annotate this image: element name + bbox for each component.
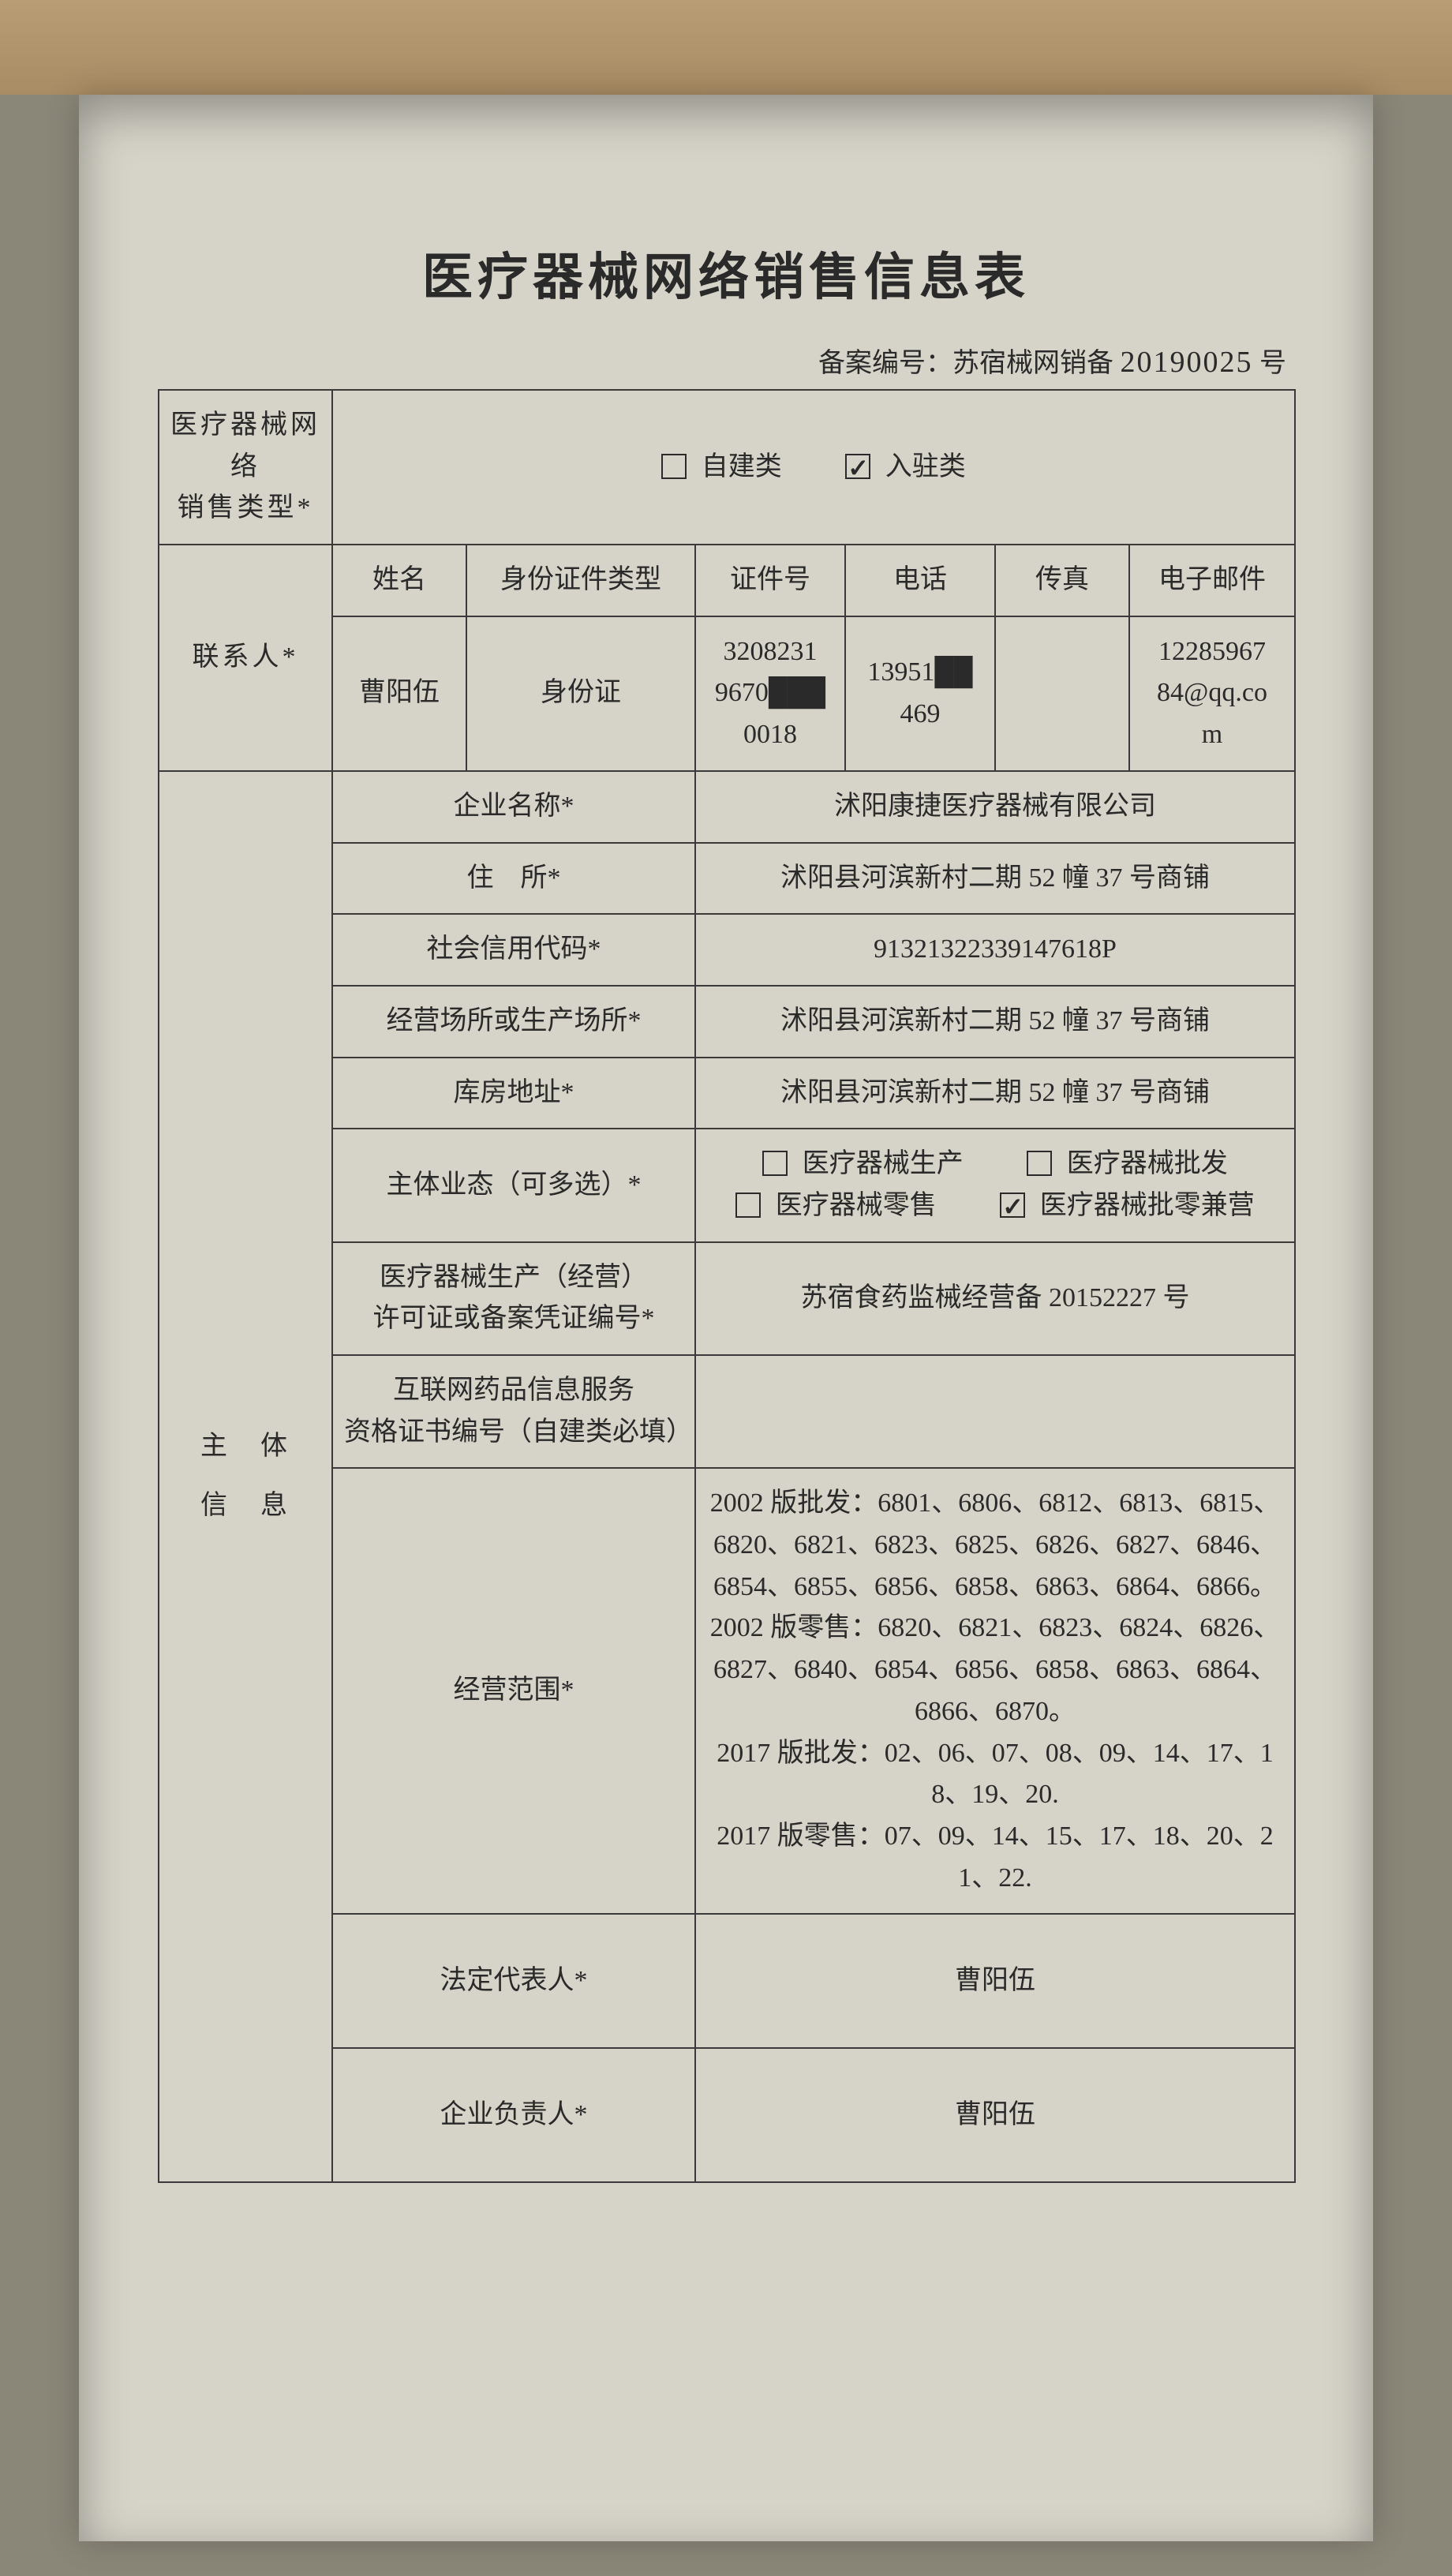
label-manager: 企业负责人*: [332, 2048, 695, 2182]
label-entity-side: 主 体 信 息: [159, 771, 332, 2182]
label-scope: 经营范围*: [332, 1468, 695, 1914]
record-label: 备案编号：苏宿械网销备: [818, 349, 1113, 378]
checkbox-retail[interactable]: [735, 1193, 761, 1218]
checkbox-manufacture[interactable]: [762, 1151, 788, 1176]
option-manufacture-label: 医疗器械生产: [803, 1149, 964, 1178]
label-company-name: 企业名称*: [332, 771, 695, 843]
option-manufacture: 医疗器械生产: [762, 1144, 964, 1185]
option-retail: 医疗器械零售: [735, 1185, 937, 1227]
checkbox-both[interactable]: [1000, 1193, 1025, 1218]
option-self-built: 自建类: [661, 447, 782, 489]
header-name: 姓名: [332, 545, 466, 616]
value-warehouse: 沭阳县河滨新村二期 52 幢 37 号商铺: [695, 1058, 1295, 1129]
record-number-handwritten: 20190025: [1121, 346, 1253, 379]
value-phone: 13951██ 469: [845, 616, 995, 771]
checkbox-platform[interactable]: [845, 454, 870, 479]
desk-background: [0, 0, 1452, 95]
label-contact: 联系人*: [159, 545, 332, 771]
value-scope: 2002 版批发：6801、6806、6812、6813、6815、6820、6…: [695, 1468, 1295, 1914]
option-wholesale: 医疗器械批发: [1027, 1144, 1228, 1185]
label-biz-type: 主体业态（可多选）*: [332, 1129, 695, 1241]
label-license: 医疗器械生产（经营） 许可证或备案凭证编号*: [332, 1242, 695, 1355]
label-warehouse: 库房地址*: [332, 1058, 695, 1129]
checkbox-wholesale[interactable]: [1027, 1151, 1052, 1176]
option-retail-label: 医疗器械零售: [776, 1191, 937, 1220]
option-self-built-label: 自建类: [702, 452, 782, 481]
value-license: 苏宿食药监械经营备 20152227 号: [695, 1242, 1295, 1355]
label-biz-place: 经营场所或生产场所*: [332, 986, 695, 1058]
cell-sales-type-options: 自建类 入驻类: [332, 390, 1295, 545]
value-address: 沭阳县河滨新村二期 52 幢 37 号商铺: [695, 843, 1295, 915]
row-contact-header: 联系人* 姓名 身份证件类型 证件号 电话 传真 电子邮件: [159, 545, 1295, 616]
value-internet-cert: [695, 1355, 1295, 1468]
label-internet-cert: 互联网药品信息服务 资格证书编号（自建类必填）: [332, 1355, 695, 1468]
header-fax: 传真: [995, 545, 1129, 616]
value-company-name: 沭阳康捷医疗器械有限公司: [695, 771, 1295, 843]
row-sales-type: 医疗器械网络 销售类型* 自建类 入驻类: [159, 390, 1295, 545]
value-idtype: 身份证: [466, 616, 695, 771]
record-number-line: 备案编号：苏宿械网销备 20190025 号: [158, 341, 1294, 380]
option-platform-label: 入驻类: [885, 452, 966, 481]
header-idno: 证件号: [695, 545, 845, 616]
value-biz-place: 沭阳县河滨新村二期 52 幢 37 号商铺: [695, 986, 1295, 1058]
value-idno: 3208231 9670███ 0018: [695, 616, 845, 771]
document-title: 医疗器械网络销售信息表: [158, 237, 1294, 309]
cell-biz-type-options: 医疗器械生产 医疗器械批发 医疗器械零售 医疗器械批零兼营: [695, 1129, 1295, 1241]
header-email: 电子邮件: [1129, 545, 1295, 616]
option-wholesale-label: 医疗器械批发: [1067, 1149, 1228, 1178]
form-table: 医疗器械网络 销售类型* 自建类 入驻类 联系人* 姓名 身份证件类型 证件号 …: [158, 389, 1296, 2183]
header-phone: 电话: [845, 545, 995, 616]
value-name: 曹阳伍: [332, 616, 466, 771]
value-credit-code: 91321322339147618P: [695, 914, 1295, 986]
label-sales-type: 医疗器械网络 销售类型*: [159, 390, 332, 545]
value-fax: [995, 616, 1129, 771]
value-email: 12285967 84@qq.co m: [1129, 616, 1295, 771]
label-legal-rep: 法定代表人*: [332, 1914, 695, 2048]
record-suffix: 号: [1259, 349, 1286, 378]
option-platform: 入驻类: [845, 447, 966, 489]
document-paper: 医疗器械网络销售信息表 备案编号：苏宿械网销备 20190025 号 医疗器械网…: [79, 95, 1373, 2541]
option-both: 医疗器械批零兼营: [1000, 1185, 1255, 1227]
value-legal-rep: 曹阳伍: [695, 1914, 1295, 2048]
value-manager: 曹阳伍: [695, 2048, 1295, 2182]
label-address: 住 所*: [332, 843, 695, 915]
row-company-name: 主 体 信 息 企业名称* 沭阳康捷医疗器械有限公司: [159, 771, 1295, 843]
header-idtype: 身份证件类型: [466, 545, 695, 616]
option-both-label: 医疗器械批零兼营: [1040, 1191, 1255, 1220]
checkbox-self-built[interactable]: [661, 454, 687, 479]
label-credit-code: 社会信用代码*: [332, 914, 695, 986]
